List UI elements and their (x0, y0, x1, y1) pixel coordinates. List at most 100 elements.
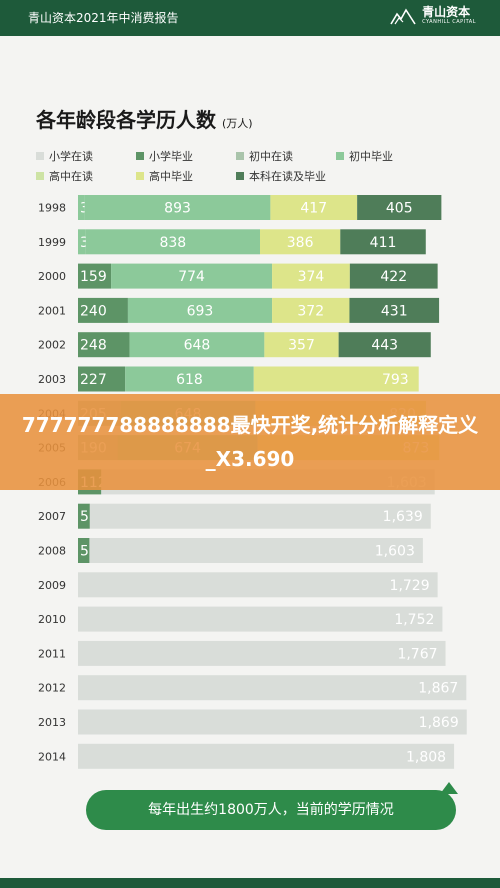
data-label: 417 (300, 201, 327, 217)
bar-segment (127, 297, 273, 323)
bar-segment (270, 195, 358, 220)
bar-segment (78, 606, 443, 632)
y-tick-label: 2014 (38, 750, 66, 763)
bar-segment (78, 709, 467, 735)
mountain-logo-icon (390, 8, 416, 25)
legend-item: 小学毕业 (136, 148, 193, 164)
data-label: 1,867 (418, 681, 458, 697)
report-title: 青山资本2021年中消费报告 (28, 11, 179, 25)
legend-label: 高中在读 (49, 170, 93, 183)
legend-swatch (336, 152, 344, 160)
bar-segment (89, 503, 431, 529)
legend-item: 初中毕业 (336, 148, 393, 164)
data-label: 374 (298, 269, 325, 285)
y-tick-label: 1998 (38, 202, 66, 215)
brand-logo: 青山资本 CYANHILL CAPITAL (390, 6, 476, 26)
bar-segment (78, 743, 455, 769)
y-tick-label: 2011 (38, 647, 66, 660)
bar-segment (357, 195, 442, 220)
data-label: 1,808 (406, 749, 446, 765)
data-label: 793 (382, 372, 409, 388)
y-tick-label: 2008 (38, 545, 66, 558)
bar-segment (340, 229, 426, 255)
bar-segment (349, 263, 438, 289)
legend-item: 本科在读及毕业 (236, 168, 326, 184)
data-label: 1,603 (375, 544, 415, 560)
data-label: 1,729 (390, 578, 430, 594)
y-tick-label: 2002 (38, 339, 66, 352)
bar-segment (78, 332, 130, 358)
bar-segment (125, 366, 254, 392)
legend-swatch (236, 172, 244, 180)
data-label: 443 (371, 338, 398, 354)
overlay-banner: 777777788888888最快开奖,统计分析解释定义_X3.690 (0, 394, 500, 490)
bar-segment (78, 503, 90, 529)
caption-bubble: 每年出生约1800万人，当前的学历情况 (86, 790, 456, 830)
legend-label: 初中毕业 (349, 150, 393, 163)
data-label: 618 (176, 372, 203, 388)
top-bar: 青山资本2021年中消费报告 青山资本 CYANHILL CAPITAL (0, 0, 500, 36)
caption-text: 每年出生约1800万人，当前的学历情况 (148, 802, 394, 818)
y-tick-label: 2010 (38, 613, 66, 626)
data-label: 1,752 (394, 612, 434, 628)
bar-segment (349, 297, 440, 323)
chart-unit: (万人) (222, 117, 253, 130)
bar-segment (78, 297, 128, 323)
legend-item: 高中毕业 (136, 168, 193, 184)
chart-title-text: 各年龄段各学历人数 (36, 108, 216, 132)
bar-segment (78, 640, 446, 666)
y-tick-label: 2013 (38, 716, 66, 729)
data-label: 838 (159, 235, 186, 251)
bar-segment (78, 366, 126, 392)
bar-segment (85, 229, 260, 255)
overlay-banner-text: 777777788888888最快开奖,统计分析解释定义_X3.690 (21, 413, 479, 471)
bar-segment (272, 263, 350, 289)
legend-label: 高中毕业 (149, 170, 193, 183)
data-label: 693 (187, 303, 214, 319)
bar-segment (111, 263, 273, 289)
bottom-bar (0, 878, 500, 888)
data-label: 386 (287, 235, 314, 251)
data-label: 248 (80, 338, 107, 354)
bar-segment (78, 263, 112, 289)
bar-segment (253, 366, 419, 392)
data-label: 357 (288, 338, 315, 354)
legend-swatch (36, 172, 44, 180)
y-tick-label: 2012 (38, 682, 66, 695)
data-label: 405 (386, 201, 413, 217)
legend-item: 小学在读 (36, 148, 93, 164)
data-label: 1,639 (383, 509, 423, 525)
data-label: 893 (164, 201, 191, 217)
data-label: 240 (80, 303, 107, 319)
y-tick-label: 2007 (38, 510, 66, 523)
data-label: 431 (381, 303, 408, 319)
legend-label: 小学在读 (49, 150, 93, 163)
legend-swatch (136, 172, 144, 180)
legend-label: 本科在读及毕业 (249, 170, 326, 183)
bar-segment (264, 332, 339, 358)
data-label: 227 (80, 372, 107, 388)
legend-swatch (136, 152, 144, 160)
legend-swatch (236, 152, 244, 160)
y-tick-label: 2000 (38, 270, 66, 283)
bar-segment (78, 195, 85, 220)
bar-segment (78, 229, 86, 255)
bar-segment (78, 538, 90, 563)
data-label: 1,869 (419, 715, 459, 731)
brand-subtitle: CYANHILL CAPITAL (422, 19, 476, 25)
legend-label: 小学毕业 (149, 150, 193, 163)
legend-swatch (36, 152, 44, 160)
data-label: 648 (184, 338, 211, 354)
legend-item: 高中在读 (36, 168, 93, 184)
y-tick-label: 1999 (38, 236, 66, 249)
data-label: 372 (297, 303, 324, 319)
bar-segment (84, 195, 271, 220)
bar-segment (78, 675, 467, 701)
bar-segment (272, 297, 350, 323)
bar-segment (78, 572, 438, 598)
bar-segment (89, 538, 423, 563)
data-label: 1,767 (397, 646, 437, 662)
data-label: 774 (178, 269, 205, 285)
legend-item: 初中在读 (236, 148, 293, 164)
data-label: 159 (80, 269, 107, 285)
